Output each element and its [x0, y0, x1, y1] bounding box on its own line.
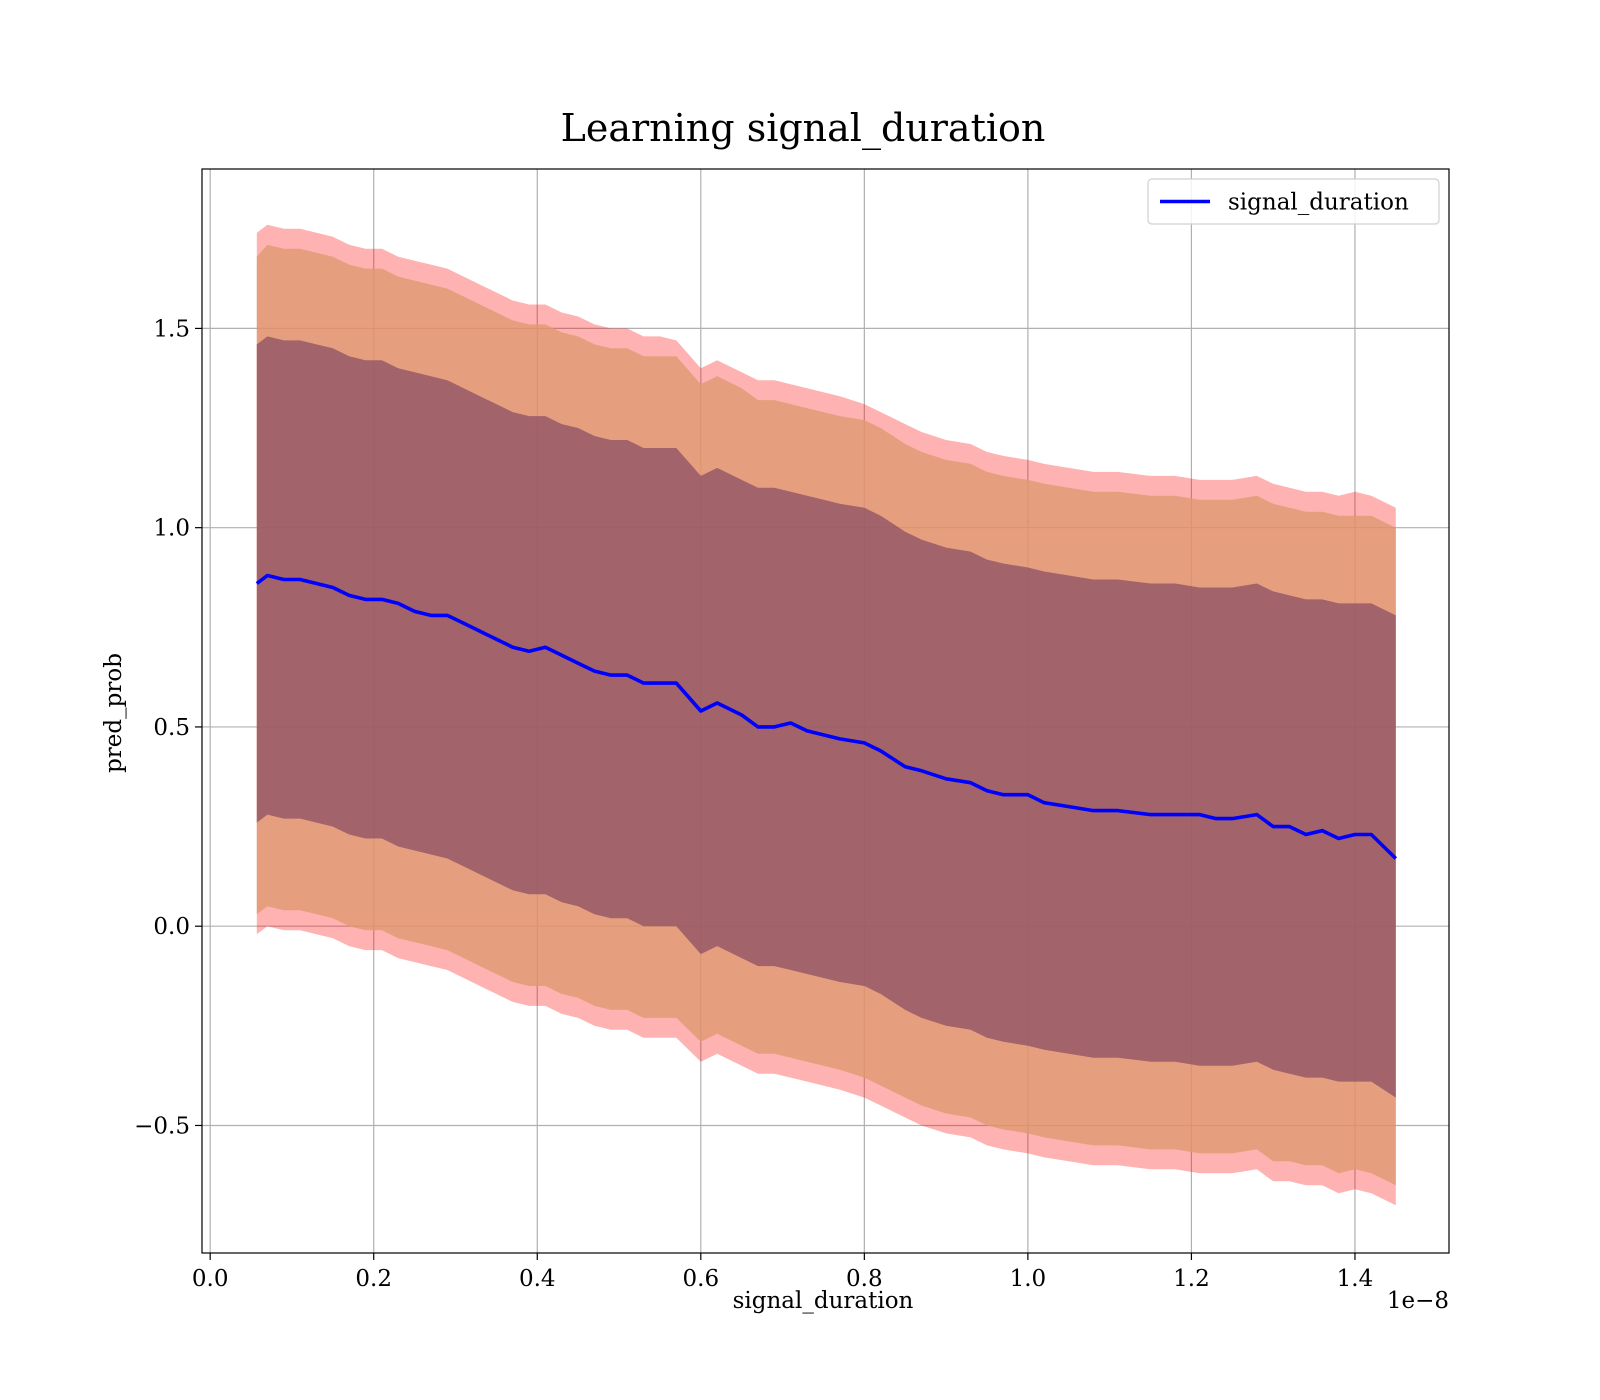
series-lines: [255, 573, 1398, 860]
legend-label: signal_duration: [1228, 190, 1409, 216]
x-tick-label: 1.0: [1010, 1266, 1047, 1292]
y-tick-label: 0.0: [153, 914, 190, 940]
band-inner: [256, 336, 1396, 1098]
x-tick-label: 0.4: [519, 1266, 556, 1292]
x-tick-label: 0.0: [192, 1266, 229, 1292]
x-axis-offset-label: 1e−8: [1387, 1288, 1449, 1314]
x-axis-ticks: 0.0 0.2 0.4 0.6 0.8 1.0 1.2 1.4: [192, 1253, 1373, 1292]
x-tick-label: 0.6: [683, 1266, 720, 1292]
y-axis-ticks: −0.5 0.0 0.5 1.0 1.5: [134, 316, 202, 1139]
y-tick-label: −0.5: [134, 1113, 190, 1139]
series-line-signal_duration: [255, 573, 1398, 860]
plot-frame: [201, 168, 1450, 1254]
confidence-bands: [256, 224, 1396, 1206]
y-axis-label: pred_prob: [101, 653, 127, 773]
y-tick-label: 0.5: [153, 715, 190, 741]
legend: signal_duration: [1147, 178, 1440, 225]
y-tick-label: 1.5: [153, 316, 190, 342]
x-tick-label: 0.8: [846, 1266, 883, 1292]
chart-title: Learning signal_duration: [561, 106, 1046, 151]
x-tick-label: 1.4: [1337, 1266, 1374, 1292]
x-tick-label: 0.2: [355, 1266, 392, 1292]
x-axis-label: signal_duration: [733, 1288, 914, 1314]
legend-box: [1147, 178, 1440, 225]
y-tick-label: 1.0: [153, 516, 190, 542]
x-tick-label: 1.2: [1173, 1266, 1210, 1292]
